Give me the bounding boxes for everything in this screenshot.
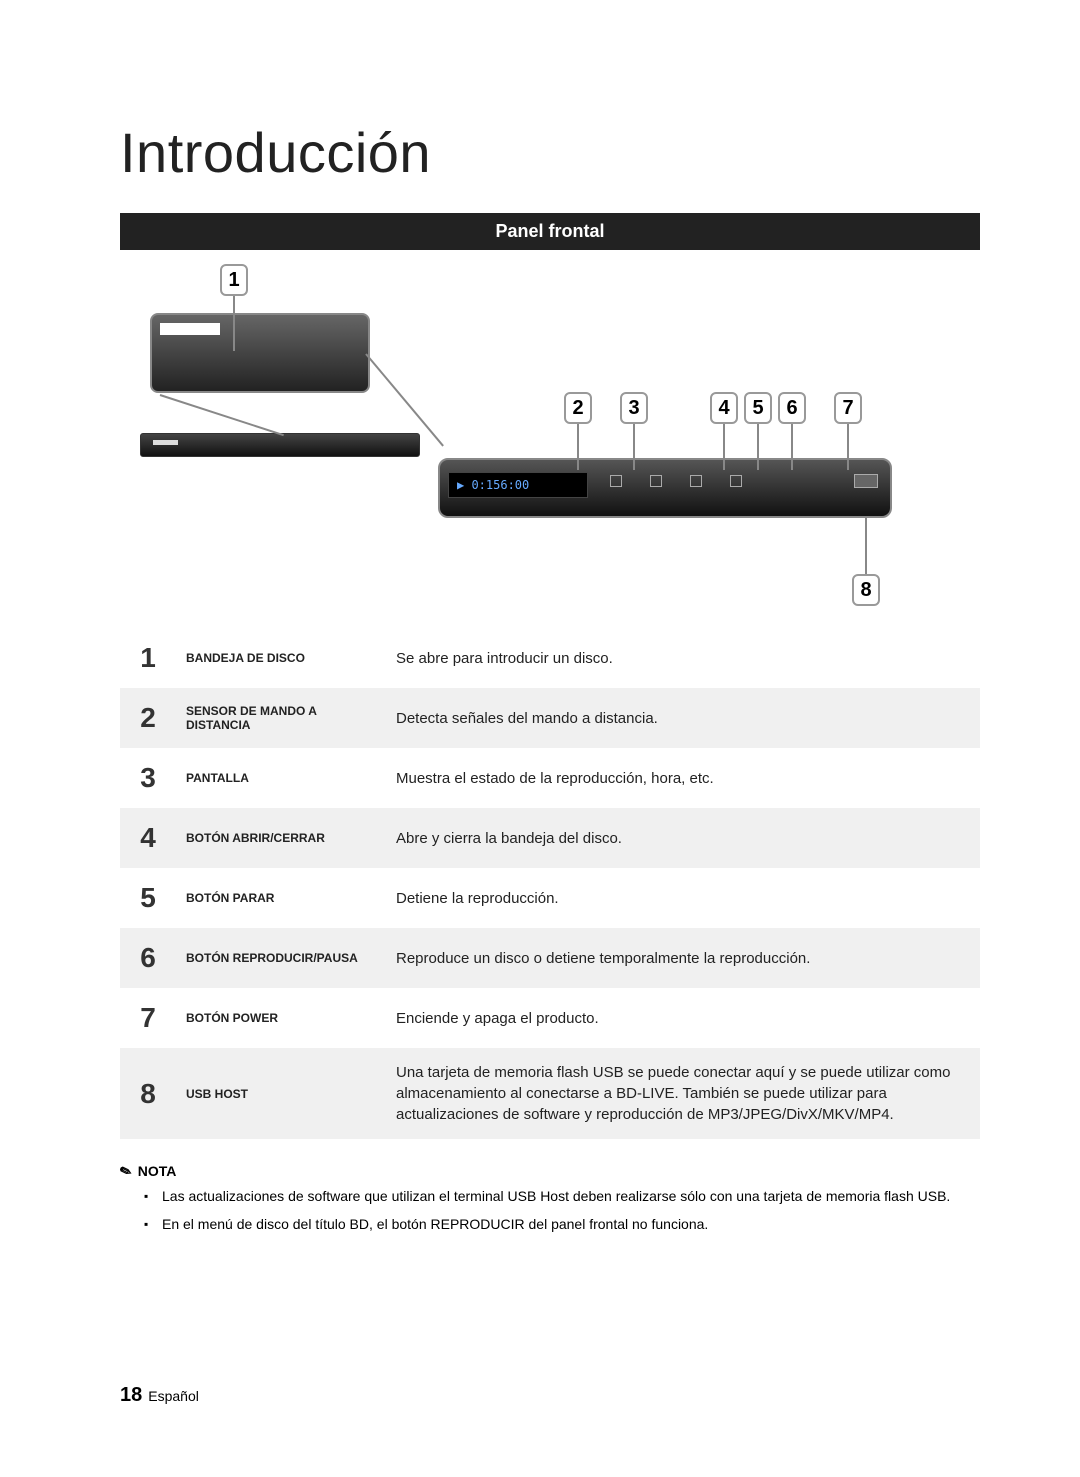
power-icon	[730, 475, 742, 487]
page-number: 18	[120, 1384, 142, 1406]
display-readout: ▶ 0:156:00	[448, 472, 588, 498]
callout-1: 1	[220, 264, 248, 296]
table-row: 7BOTÓN POWEREnciende y apaga el producto…	[120, 988, 980, 1048]
row-number: 2	[120, 688, 176, 748]
stop-icon	[650, 475, 662, 487]
leader-8	[865, 518, 867, 576]
row-name: BOTÓN PARAR	[176, 868, 386, 928]
device-full-view	[140, 433, 420, 457]
row-name: BANDEJA DE DISCO	[176, 628, 386, 688]
row-desc: Enciende y apaga el producto.	[386, 988, 980, 1048]
tray-zoom-inset	[150, 313, 370, 393]
row-number: 8	[120, 1048, 176, 1139]
leader-6	[791, 424, 793, 470]
row-name: USB HOST	[176, 1048, 386, 1139]
callout-6: 6	[778, 392, 806, 424]
note-item: Las actualizaciones de software que util…	[162, 1186, 980, 1206]
row-number: 5	[120, 868, 176, 928]
note-list: Las actualizaciones de software que util…	[120, 1186, 980, 1235]
row-name: PANTALLA	[176, 748, 386, 808]
callout-3: 3	[620, 392, 648, 424]
table-row: 2SENSOR DE MANDO A DISTANCIADetecta seña…	[120, 688, 980, 748]
table-row: 6BOTÓN REPRODUCIR/PAUSAReproduce un disc…	[120, 928, 980, 988]
row-desc: Detiene la reproducción.	[386, 868, 980, 928]
note-block: ✎NOTA Las actualizaciones de software qu…	[120, 1163, 980, 1235]
table-row: 5BOTÓN PARARDetiene la reproducción.	[120, 868, 980, 928]
row-desc: Detecta señales del mando a distancia.	[386, 688, 980, 748]
table-row: 8USB HOSTUna tarjeta de memoria flash US…	[120, 1048, 980, 1139]
row-desc: Muestra el estado de la reproducción, ho…	[386, 748, 980, 808]
callout-4: 4	[710, 392, 738, 424]
leader-3	[633, 424, 635, 470]
row-number: 1	[120, 628, 176, 688]
note-item: En el menú de disco del título BD, el bo…	[162, 1214, 980, 1234]
row-number: 4	[120, 808, 176, 868]
row-desc: Reproduce un disco o detiene temporalmen…	[386, 928, 980, 988]
device-right-detail: ▶ 0:156:00	[438, 458, 892, 518]
note-label: NOTA	[138, 1163, 177, 1179]
play-pause-icon	[690, 475, 702, 487]
leader-4	[723, 424, 725, 470]
row-desc: Abre y cierra la bandeja del disco.	[386, 808, 980, 868]
row-number: 3	[120, 748, 176, 808]
page-title: Introducción	[120, 120, 980, 185]
control-buttons	[610, 475, 742, 487]
leader-7	[847, 424, 849, 470]
note-icon: ✎	[117, 1162, 134, 1182]
row-desc: Se abre para introducir un disco.	[386, 628, 980, 688]
row-name: BOTÓN ABRIR/CERRAR	[176, 808, 386, 868]
callout-5: 5	[744, 392, 772, 424]
note-heading: ✎NOTA	[120, 1163, 980, 1180]
usb-port-icon	[854, 474, 878, 488]
zoom-edge-top	[160, 394, 284, 436]
row-desc: Una tarjeta de memoria flash USB se pued…	[386, 1048, 980, 1139]
callout-8: 8	[852, 574, 880, 606]
table-row: 1BANDEJA DE DISCOSe abre para introducir…	[120, 628, 980, 688]
row-name: BOTÓN REPRODUCIR/PAUSA	[176, 928, 386, 988]
leader-1	[233, 296, 235, 351]
table-row: 4BOTÓN ABRIR/CERRARAbre y cierra la band…	[120, 808, 980, 868]
leader-2	[577, 424, 579, 470]
table-row: 3PANTALLAMuestra el estado de la reprodu…	[120, 748, 980, 808]
callout-2: 2	[564, 392, 592, 424]
front-panel-diagram: ▶ 0:156:00 1 23 4567 8	[120, 258, 980, 618]
row-number: 6	[120, 928, 176, 988]
callout-7: 7	[834, 392, 862, 424]
row-number: 7	[120, 988, 176, 1048]
row-name: BOTÓN POWER	[176, 988, 386, 1048]
open-close-icon	[610, 475, 622, 487]
parts-table: 1BANDEJA DE DISCOSe abre para introducir…	[120, 628, 980, 1139]
section-banner: Panel frontal	[120, 213, 980, 250]
row-name: SENSOR DE MANDO A DISTANCIA	[176, 688, 386, 748]
page-footer: 18 Español	[120, 1384, 199, 1407]
page-lang: Español	[148, 1388, 199, 1404]
leader-5	[757, 424, 759, 470]
